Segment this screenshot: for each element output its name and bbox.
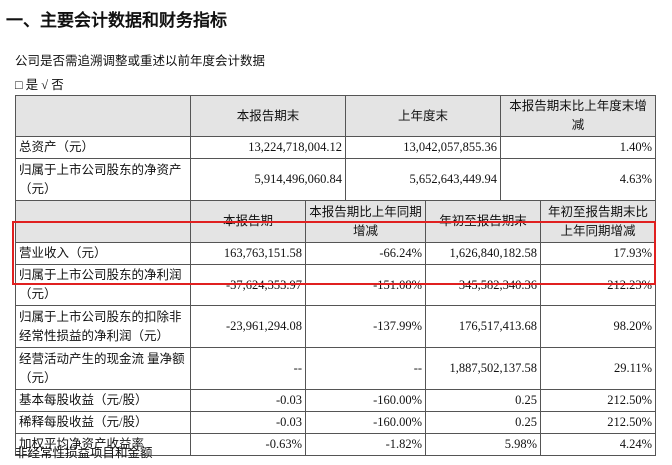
table-cell: 1,887,502,137.58	[425, 347, 542, 390]
table-cell: 212.50%	[540, 411, 657, 434]
table-cell: 345,582,340.36	[425, 264, 542, 306]
table-cell: 13,042,057,855.36	[345, 136, 502, 159]
table-cell: 总资产（元）	[15, 136, 191, 159]
financial-table: 本报告期末 上年度末 本报告期末比上年度末增减 总资产（元） 13,224,718,00…	[15, 95, 657, 456]
table-cell: -66.24%	[304, 242, 427, 265]
table-row: 归属于上市公司股东的扣除非经常性损益的净利润（元） -23,961,294.08-…	[15, 305, 657, 348]
footer-text: 非经常性损益项目和金额	[15, 446, 153, 460]
table-cell: -137.99%	[304, 305, 427, 348]
table-cell: 212.23%	[540, 264, 657, 306]
table-cell: 0.25	[425, 389, 542, 412]
options: □ 是 √ 否	[15, 78, 64, 92]
table-cell: 稀释每股收益（元/股）	[15, 411, 191, 434]
table-cell: -160.00%	[304, 411, 427, 434]
table-cell: -0.63%	[190, 433, 306, 456]
table-cell: -151.08%	[304, 264, 427, 306]
table-cell: 5,652,643,449.94	[345, 158, 502, 201]
table-row: 归属于上市公司股东的净利润（元） -37,624,353.97 -151.08% 34…	[15, 264, 657, 306]
table-cell: 基本每股收益（元/股）	[15, 389, 191, 412]
table-cell: 5.98%	[425, 433, 542, 456]
table-cell: 年初至报告期末比上年同期增减	[540, 200, 657, 243]
table-row: 营业收入（元） 163,763,151.58 -66.24% 1,626,840,18…	[15, 242, 657, 265]
table-cell: 17.93%	[540, 242, 657, 265]
table-cell: 29.11%	[540, 347, 657, 390]
table-cell: 1,626,840,182.58	[425, 242, 542, 265]
table-row: 加权平均净资产收益率 -0.63% -1.82% 5.98% 4.24%	[15, 433, 657, 456]
table-cell: 98.20%	[540, 305, 657, 348]
table-cell: 本报告期比上年同期增减	[304, 200, 427, 243]
table-cell: 212.50%	[540, 389, 657, 412]
table-cell: 归属于上市公司股东的扣除非经常性损益的净利润（元）	[15, 305, 191, 348]
table-cell: 加权平均净资产收益率	[15, 433, 191, 456]
table-cell: 本报告期末	[189, 95, 347, 137]
table-cell: 1.40%	[500, 136, 657, 159]
table-cell: 4.24%	[540, 433, 657, 456]
table-row: 经营活动产生的现金流 量净额（元） -- -- 1,887,502,137.58 29.…	[15, 347, 657, 390]
table-cell: 归属于上市公司股东的净利润（元）	[15, 264, 191, 306]
table-cell: 4.63%	[500, 158, 657, 201]
table-cell: 13,224,718,004.12	[189, 136, 347, 159]
table-cell: 营业收入（元）	[15, 242, 191, 265]
section-title: 一、主要会计数据和财务指标	[6, 11, 227, 31]
table-cell: --	[190, 347, 306, 390]
table-cell: 0.25	[425, 411, 542, 434]
table-cell: 本报告期	[190, 200, 306, 243]
table-cell: -0.03	[190, 411, 306, 434]
table-cell	[15, 95, 191, 137]
table-cell: 经营活动产生的现金流 量净额（元）	[15, 347, 191, 390]
table-cell: 本报告期末比上年度末增减	[500, 95, 657, 137]
table-cell: 176,517,413.68	[425, 305, 542, 348]
table-row: 本报告期 本报告期比上年同期增减 年初至报告期末 年初至报告期末比上年同期增减	[15, 200, 657, 243]
table-cell: 上年度末	[345, 95, 502, 137]
table-row: 本报告期末 上年度末 本报告期末比上年度末增减	[15, 95, 657, 137]
table-cell: 归属于上市公司股东的净资产（元）	[15, 158, 191, 201]
table-row: 总资产（元） 13,224,718,004.12 13,042,057,855.36…	[15, 136, 657, 159]
table-cell	[15, 200, 191, 243]
table-row: 稀释每股收益（元/股） -0.03 -160.00% 0.25 212.50%	[15, 411, 657, 434]
table-cell: -160.00%	[304, 389, 427, 412]
table-cell: -0.03	[190, 389, 306, 412]
question: 公司是否需追溯调整或重述以前年度会计数据	[15, 54, 266, 68]
table-cell: -37,624,353.97	[190, 264, 306, 306]
table-cell: --	[304, 347, 427, 390]
table-cell: -1.82%	[304, 433, 427, 456]
table-row: 基本每股收益（元/股） -0.03 -160.00% 0.25 212.50%	[15, 389, 657, 412]
table-row: 归属于上市公司股东的净资产（元） 5,914,496,060.84 5,652,64…	[15, 158, 657, 201]
table-cell: -23,961,294.08	[190, 305, 306, 348]
table-cell: 5,914,496,060.84	[189, 158, 347, 201]
table-cell: 163,763,151.58	[190, 242, 306, 265]
table-cell: 年初至报告期末	[425, 200, 542, 243]
